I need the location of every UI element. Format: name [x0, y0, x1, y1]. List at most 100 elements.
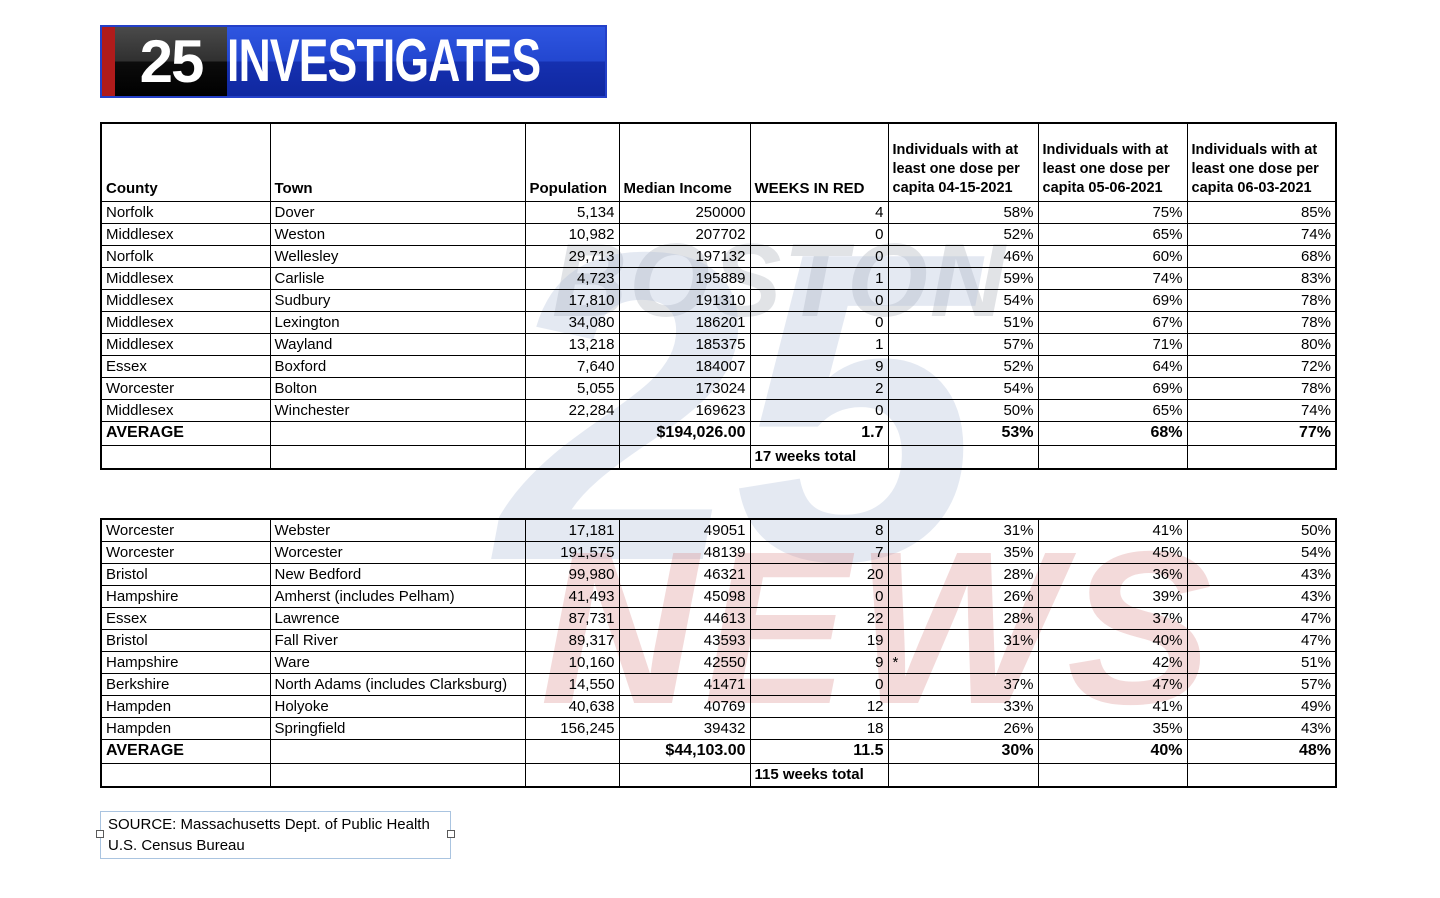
logo-word: INVESTIGATES [227, 27, 605, 96]
boston25-investigates-logo: 25 INVESTIGATES [100, 25, 607, 98]
table-row: Middlesex Winchester 22,284 169623 0 50%… [100, 398, 1337, 422]
cell-town: Carlisle [269, 266, 526, 290]
cell-dose-0415: 26% [887, 716, 1039, 740]
cell-dose-0506: 41% [1037, 518, 1188, 542]
cell-weeks-in-red: 0 [749, 584, 889, 608]
cell-county: Middlesex [100, 310, 271, 334]
cell-median-income: 191310 [618, 288, 751, 312]
cell-county: Essex [100, 606, 271, 630]
cell-county: Berkshire [100, 672, 271, 696]
cell-town: Ware [269, 650, 526, 674]
cell-weeks-total: 115 weeks total [749, 762, 889, 788]
cell-weeks-in-red: 7 [749, 540, 889, 564]
cell-county: Bristol [100, 562, 271, 586]
cell-weeks-in-red: 8 [749, 518, 889, 542]
header-town: Town [269, 122, 526, 202]
table-row: Norfolk Wellesley 29,713 197132 0 46% 60… [100, 244, 1337, 268]
cell-dose-0603: 50% [1186, 518, 1337, 542]
cell-empty [524, 738, 620, 764]
cell-median-income: 169623 [618, 398, 751, 422]
cell-population: 7,640 [524, 354, 620, 378]
weeks-total-row: 17 weeks total [100, 444, 1337, 470]
cell-empty [524, 420, 620, 446]
cell-weeks-in-red: 0 [749, 244, 889, 268]
cell-weeks-in-red: 0 [749, 672, 889, 696]
cell-county: Hampshire [100, 584, 271, 608]
cell-dose-0506: 35% [1037, 716, 1188, 740]
cell-county: Worcester [100, 540, 271, 564]
cell-population: 14,550 [524, 672, 620, 696]
cell-dose-0506: 37% [1037, 606, 1188, 630]
selection-handle-right[interactable] [447, 830, 455, 838]
cell-dose-0415: 31% [887, 628, 1039, 652]
cell-median-income: 43593 [618, 628, 751, 652]
cell-dose-0415: 52% [887, 222, 1039, 246]
cell-average-weeks: 11.5 [749, 738, 889, 764]
cell-average-income: $194,026.00 [618, 420, 751, 446]
table-row: Middlesex Wayland 13,218 185375 1 57% 71… [100, 332, 1337, 356]
cell-county: Middlesex [100, 398, 271, 422]
cell-median-income: 173024 [618, 376, 751, 400]
cell-median-income: 197132 [618, 244, 751, 268]
cell-average-dose-0506: 40% [1037, 738, 1188, 764]
cell-dose-0603: 78% [1186, 310, 1337, 334]
table-row: Bristol Fall River 89,317 43593 19 31% 4… [100, 628, 1337, 652]
cell-weeks-in-red: 4 [749, 200, 889, 224]
table-row: Hampden Springfield 156,245 39432 18 26%… [100, 716, 1337, 740]
cell-dose-0603: 83% [1186, 266, 1337, 290]
cell-population: 41,493 [524, 584, 620, 608]
cell-weeks-in-red: 0 [749, 222, 889, 246]
source-text-box[interactable]: SOURCE: Massachusetts Dept. of Public He… [96, 811, 455, 859]
cell-dose-0415: 26% [887, 584, 1039, 608]
cell-median-income: 185375 [618, 332, 751, 356]
cell-weeks-in-red: 0 [749, 398, 889, 422]
cell-weeks-in-red: 9 [749, 650, 889, 674]
cell-population: 17,181 [524, 518, 620, 542]
cell-dose-0603: 47% [1186, 606, 1337, 630]
selection-handle-left[interactable] [96, 830, 104, 838]
cell-weeks-in-red: 1 [749, 266, 889, 290]
cell-dose-0415: 33% [887, 694, 1039, 718]
cell-dose-0415: 35% [887, 540, 1039, 564]
cell-town: New Bedford [269, 562, 526, 586]
cell-population: 89,317 [524, 628, 620, 652]
logo-word-text: INVESTIGATES [227, 27, 541, 95]
cell-average-dose-0603: 77% [1186, 420, 1337, 446]
cell-median-income: 184007 [618, 354, 751, 378]
cell-empty [1037, 762, 1188, 788]
cell-dose-0603: 47% [1186, 628, 1337, 652]
cell-empty [524, 444, 620, 470]
cell-dose-0415: 37% [887, 672, 1039, 696]
cell-dose-0603: 57% [1186, 672, 1337, 696]
cell-dose-0603: 80% [1186, 332, 1337, 356]
low-income-table: Worcester Webster 17,181 49051 8 31% 41%… [100, 518, 1337, 788]
cell-population: 5,134 [524, 200, 620, 224]
cell-population: 156,245 [524, 716, 620, 740]
table-row: Norfolk Dover 5,134 250000 4 58% 75% 85% [100, 200, 1337, 224]
cell-empty [1186, 762, 1337, 788]
cell-town: Sudbury [269, 288, 526, 312]
cell-town: Wellesley [269, 244, 526, 268]
table-row: Bristol New Bedford 99,980 46321 20 28% … [100, 562, 1337, 586]
average-row: AVERAGE $44,103.00 11.5 30% 40% 48% [100, 738, 1337, 764]
cell-average-income: $44,103.00 [618, 738, 751, 764]
cell-population: 10,160 [524, 650, 620, 674]
cell-dose-0506: 67% [1037, 310, 1188, 334]
cell-town: Springfield [269, 716, 526, 740]
cell-dose-0506: 42% [1037, 650, 1188, 674]
cell-median-income: 195889 [618, 266, 751, 290]
cell-empty [269, 738, 526, 764]
cell-dose-0506: 40% [1037, 628, 1188, 652]
cell-town: Wayland [269, 332, 526, 356]
cell-county: Bristol [100, 628, 271, 652]
cell-dose-0506: 64% [1037, 354, 1188, 378]
cell-county: Worcester [100, 518, 271, 542]
cell-dose-0506: 60% [1037, 244, 1188, 268]
cell-median-income: 49051 [618, 518, 751, 542]
cell-empty [524, 762, 620, 788]
table-row: Worcester Bolton 5,055 173024 2 54% 69% … [100, 376, 1337, 400]
table-row: Middlesex Weston 10,982 207702 0 52% 65%… [100, 222, 1337, 246]
cell-median-income: 44613 [618, 606, 751, 630]
cell-population: 34,080 [524, 310, 620, 334]
cell-county: Middlesex [100, 332, 271, 356]
